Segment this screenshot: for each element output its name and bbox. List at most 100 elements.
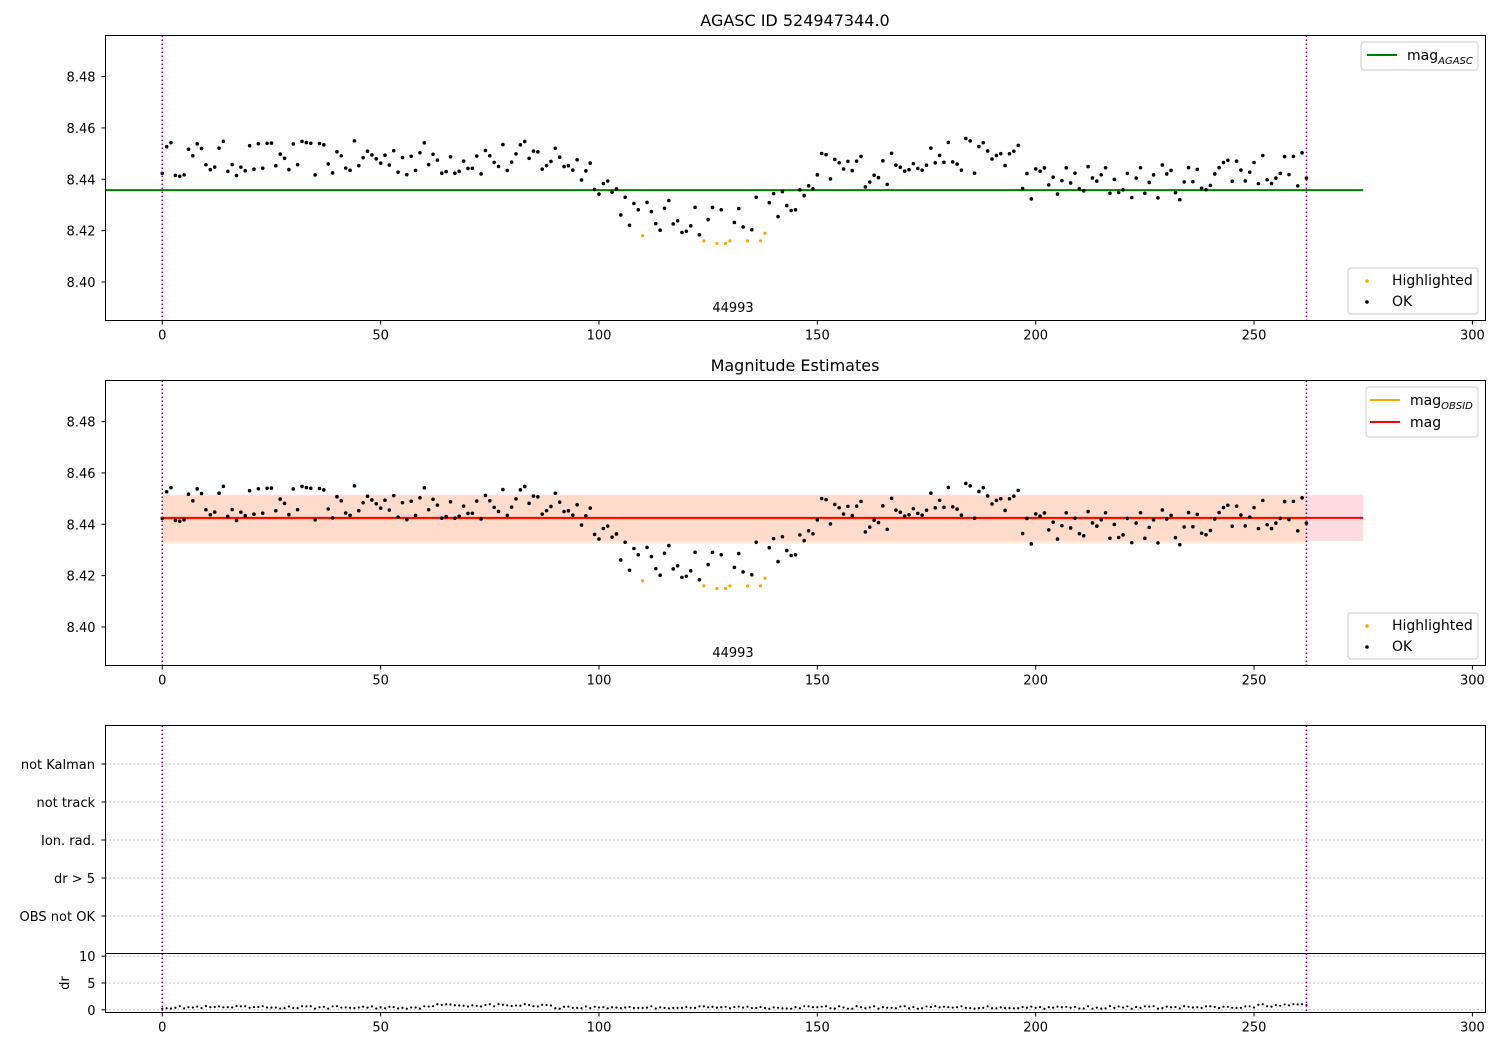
ok-point — [793, 552, 798, 557]
ok-point — [343, 166, 348, 170]
ok-point — [1300, 496, 1304, 500]
y-tick-label: 0 — [87, 1004, 95, 1019]
ok-point — [457, 514, 462, 519]
dr-point — [549, 1004, 553, 1007]
ok-point — [588, 161, 593, 165]
ok-point — [1016, 143, 1021, 148]
legend-mag-obsid-label: magOBSID — [1410, 393, 1473, 412]
dr-point — [610, 1006, 614, 1009]
ok-point — [1208, 183, 1213, 188]
ok-point — [811, 186, 815, 191]
dr-point — [1218, 1006, 1221, 1010]
ok-point — [1068, 181, 1073, 185]
dr-point — [204, 1005, 208, 1008]
ok-point — [1020, 186, 1025, 191]
dr-point — [685, 1005, 688, 1008]
dr-point — [331, 1005, 334, 1008]
highlighted-point — [702, 584, 706, 588]
ok-point — [1151, 173, 1156, 177]
dr-point — [174, 1006, 177, 1009]
ok-point — [1147, 525, 1152, 530]
dr-point — [641, 1006, 644, 1009]
ok-point — [1226, 158, 1230, 163]
highlighted-point — [728, 584, 732, 588]
flags-labels: not Kalman not track Ion. rad. dr > 5 OB… — [20, 758, 96, 925]
dr-point — [1156, 1007, 1160, 1010]
ok-point — [819, 151, 824, 156]
ok-point — [793, 207, 798, 212]
dr-point — [410, 1006, 413, 1009]
dr-point — [187, 1006, 190, 1009]
ok-point — [212, 165, 217, 169]
ok-point — [1239, 513, 1243, 517]
x-tick-label: 150 — [805, 329, 830, 344]
ok-point — [265, 141, 269, 146]
ok-point — [413, 513, 418, 518]
ok-point — [405, 172, 409, 177]
ok-point — [977, 144, 981, 149]
ok-point — [1138, 510, 1143, 515]
ok-point — [802, 538, 807, 543]
x-tick-label: 250 — [1242, 1021, 1267, 1036]
ok-point — [1169, 513, 1173, 518]
ok-point — [924, 508, 929, 512]
ok-point — [1217, 510, 1221, 515]
ok-point — [1278, 171, 1283, 176]
y-tick-label: 8.42 — [67, 225, 96, 240]
ok-point — [492, 505, 496, 510]
ok-point — [431, 497, 435, 502]
ok-point — [191, 498, 195, 503]
ok-point — [1007, 496, 1012, 501]
ok-point — [265, 486, 269, 491]
highlighted-point — [763, 231, 767, 235]
dr-point — [624, 1006, 627, 1009]
ok-point — [605, 179, 610, 183]
ok-point — [173, 173, 178, 178]
ok-point — [846, 504, 850, 509]
y-tick-label: 8.42 — [67, 570, 96, 585]
dr-point — [785, 1007, 788, 1010]
dr-point — [881, 1006, 884, 1009]
dr-point — [728, 1007, 732, 1010]
ok-point — [1073, 516, 1077, 520]
ok-point — [994, 153, 999, 158]
dr-point — [340, 1006, 343, 1009]
dr-point — [244, 1005, 247, 1008]
x-tick-label: 200 — [1023, 674, 1048, 689]
ok-point — [588, 506, 593, 510]
dr-point — [702, 1005, 705, 1008]
ok-point — [177, 174, 182, 179]
ok-point — [225, 169, 230, 174]
ok-point — [234, 518, 239, 523]
ok-point — [911, 161, 916, 166]
dr-point — [541, 1003, 544, 1006]
ok-point — [422, 141, 427, 145]
ok-point — [378, 161, 383, 165]
panel-4-y-ticks: 0 5 10 — [79, 950, 106, 1019]
ok-point — [509, 505, 514, 509]
ok-point — [199, 146, 204, 151]
x-tick-label: 200 — [1023, 1021, 1048, 1036]
ok-point — [243, 513, 248, 518]
ok-point — [998, 496, 1003, 501]
ok-point — [1300, 151, 1304, 155]
ok-point — [322, 488, 326, 492]
ok-point — [1095, 524, 1099, 528]
dr-point — [576, 1006, 579, 1009]
dr-point — [493, 1005, 496, 1008]
ok-point — [1239, 168, 1243, 172]
ok-point — [387, 163, 392, 167]
ok-point — [1129, 195, 1134, 200]
ok-point — [1003, 508, 1007, 513]
ok-point — [287, 167, 291, 172]
highlighted-point — [745, 584, 750, 588]
dr-point — [318, 1006, 321, 1009]
ok-point — [1055, 537, 1060, 541]
ok-point — [1108, 191, 1112, 196]
dr-point — [886, 1006, 889, 1009]
ok-point — [750, 227, 754, 232]
ok-point — [1221, 505, 1226, 510]
dr-point — [1135, 1005, 1138, 1009]
ok-point — [426, 162, 431, 167]
dr-point — [1283, 1003, 1286, 1006]
